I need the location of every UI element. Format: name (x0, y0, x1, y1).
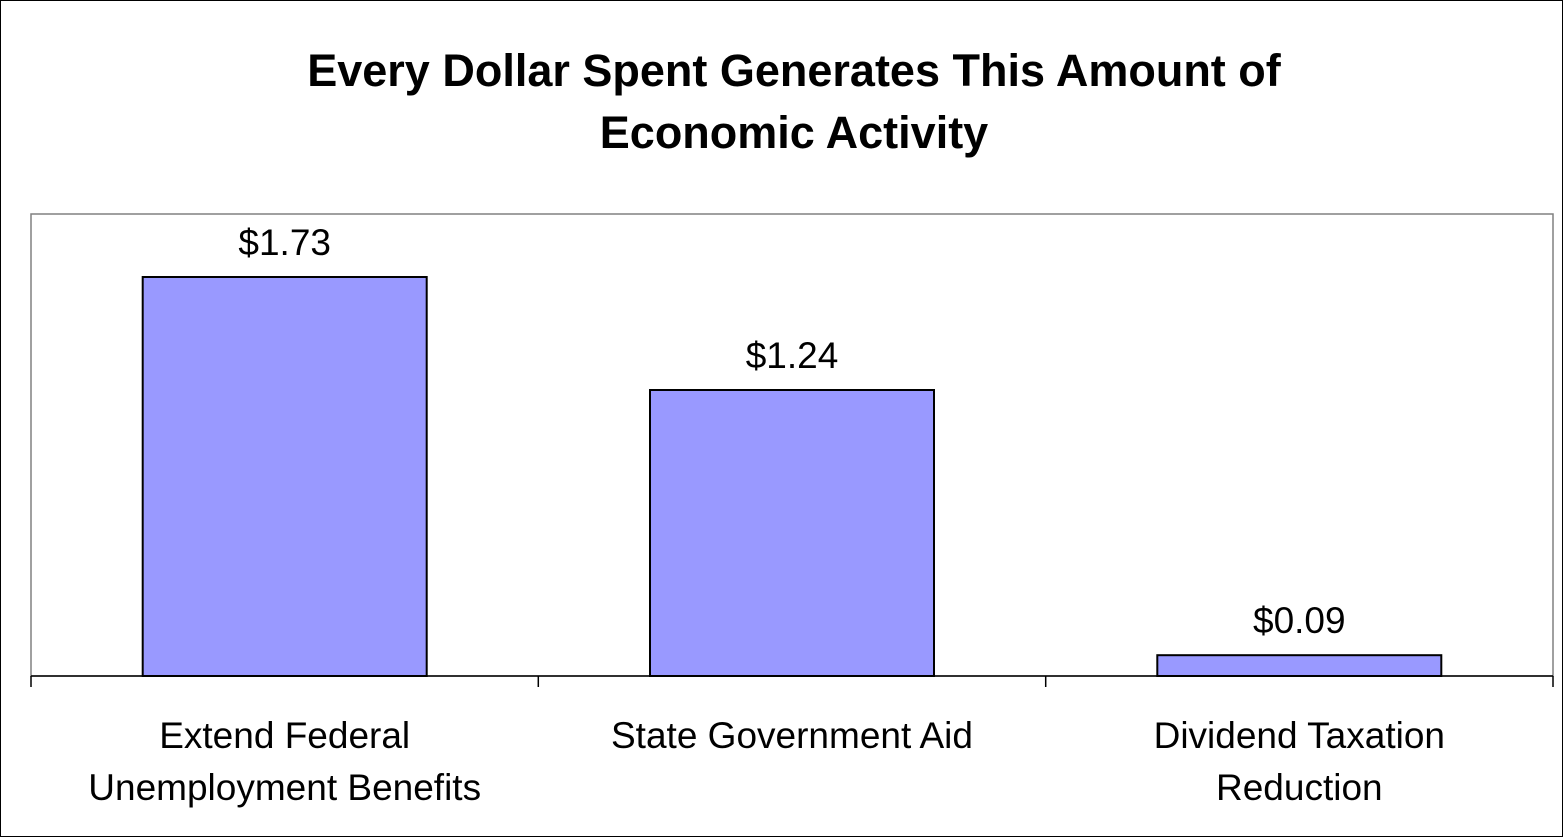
bar-2 (649, 389, 935, 677)
category-label-1-line-1: Extend Federal (159, 715, 410, 756)
chart-title: Every Dollar Spent Generates This Amount… (307, 45, 1282, 158)
chart-title-line-1: Every Dollar Spent Generates This Amount… (307, 45, 1282, 96)
data-label-3: $0.09 (1253, 600, 1346, 641)
bar-1 (141, 276, 428, 677)
category-label-2-line-1: State Government Aid (611, 715, 973, 756)
bar-3 (1156, 654, 1443, 678)
data-label-2: $1.24 (746, 335, 839, 376)
chart-title-line-2: Economic Activity (600, 107, 988, 158)
category-label-3-line-2: Reduction (1216, 767, 1383, 808)
category-label-1-line-2: Unemployment Benefits (88, 767, 481, 808)
bars-group (141, 276, 1443, 678)
category-labels-group: Extend Federal Unemployment Benefits State… (88, 715, 1445, 808)
data-label-1: $1.73 (238, 222, 331, 263)
x-axis (30, 675, 1554, 687)
category-label-3-line-1: Dividend Taxation (1154, 715, 1445, 756)
data-labels-group: $1.73 $1.24 $0.09 (238, 222, 1345, 641)
